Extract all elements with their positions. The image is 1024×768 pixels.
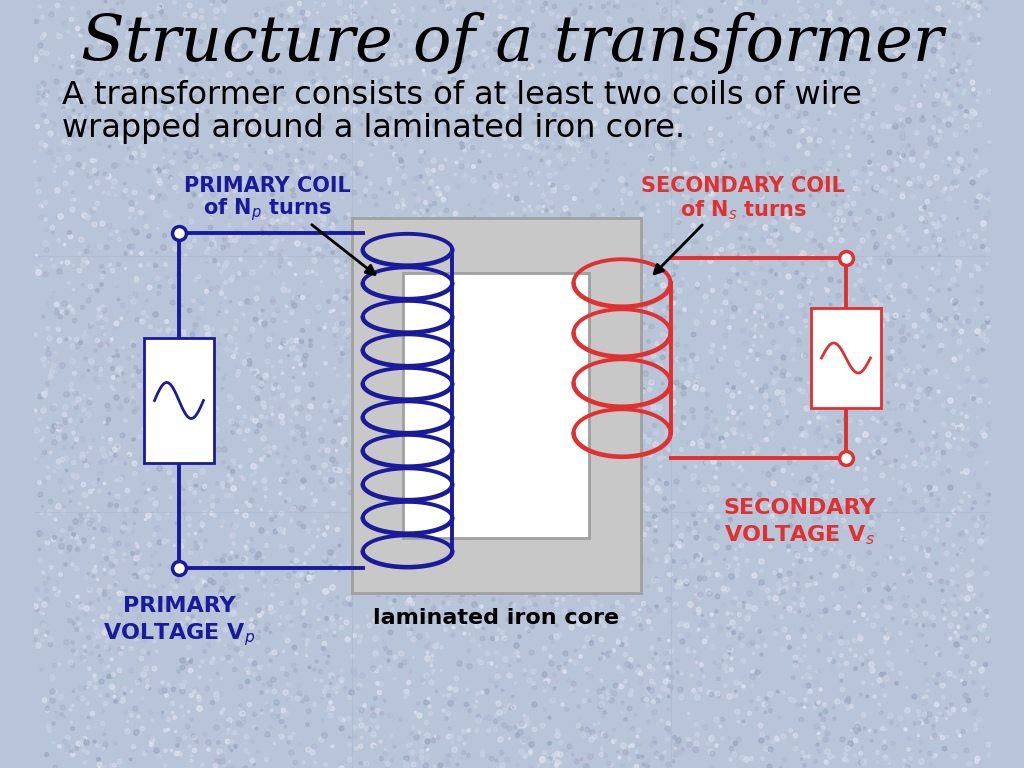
Text: laminated iron core: laminated iron core: [373, 608, 620, 628]
Bar: [144, 338, 214, 463]
Text: wrapped around a laminated iron core.: wrapped around a laminated iron core.: [62, 112, 685, 144]
Bar: [402, 273, 590, 538]
Bar: [351, 218, 641, 593]
Text: of N$_p$ turns: of N$_p$ turns: [203, 197, 332, 223]
Text: SECONDARY
VOLTAGE V$_s$: SECONDARY VOLTAGE V$_s$: [723, 498, 876, 547]
Text: of N$_s$ turns: of N$_s$ turns: [680, 198, 807, 222]
Text: PRIMARY COIL: PRIMARY COIL: [184, 176, 351, 196]
Text: SECONDARY COIL: SECONDARY COIL: [641, 176, 845, 196]
Text: PRIMARY
VOLTAGE V$_p$: PRIMARY VOLTAGE V$_p$: [102, 596, 255, 648]
Bar: [811, 308, 882, 408]
Text: A transformer consists of at least two coils of wire: A transformer consists of at least two c…: [62, 81, 862, 111]
Text: Structure of a transformer: Structure of a transformer: [81, 12, 943, 74]
